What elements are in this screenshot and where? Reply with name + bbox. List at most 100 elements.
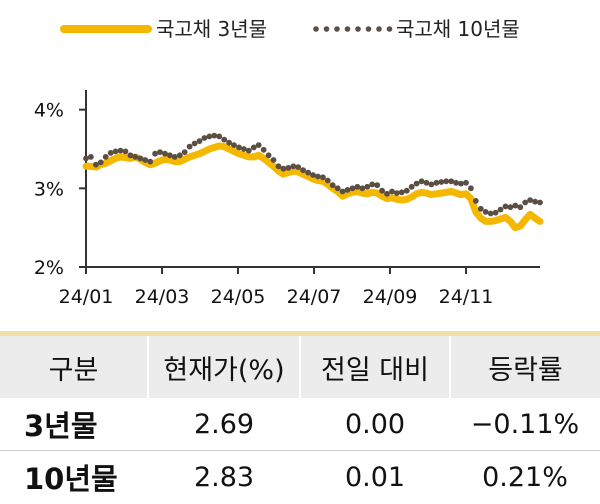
series-10y-point [241,146,247,152]
series-10y-point [507,204,514,211]
series-10y-point [300,167,306,174]
series-10y-point [349,185,356,192]
series-10y-point [226,139,233,146]
series-10y-point [359,185,366,192]
series-10y-point [443,178,450,185]
series-10y-point [379,187,385,194]
series-10y-point [137,155,144,162]
series-10y-point [527,197,533,204]
header-category: 구분 [0,336,148,398]
series-10y-point [315,173,321,180]
series-10y-point [280,165,287,172]
header-current-price: 현재가(%) [147,336,300,398]
series-10y-point [463,179,469,186]
series-10y-point [162,150,168,157]
series-10y-point [329,182,336,189]
cell-change-10y: 0.01 [344,461,406,493]
series-10y-point [468,185,474,192]
legend-dot [386,26,393,32]
series-3y-line [82,142,544,232]
series-10y-point [142,157,149,163]
series-10y-point [196,138,203,145]
series-10y-point [270,157,277,163]
series-10y-point [117,147,124,154]
series-10y-point [334,185,341,192]
series-10y-point [310,172,316,178]
table-row: 3년물 2.69 0.00 −0.11% [0,398,600,451]
series-10y-point [374,182,381,189]
series-10y-point [97,159,104,166]
series-10y-point [216,133,223,140]
series-10y-point [152,150,159,157]
legend-dot [344,26,351,32]
series-10y-point [418,178,425,185]
series-10y-point [211,132,218,139]
series-10y-point [147,158,154,165]
series-10y-point [201,135,208,141]
series-10y-point [492,209,499,216]
series-10y-point [433,179,440,186]
series-10y-point [517,204,524,211]
series-10y-point [344,187,351,193]
series-10y-point [453,179,459,186]
series-10y-point [181,149,188,156]
table-row: 10년물 2.83 0.01 0.21% [0,451,600,504]
series-10y-point [107,150,114,156]
series-10y-point [369,181,376,188]
y-tick-label: 2% [34,257,64,279]
cell-rate-3y: −0.11% [450,398,600,451]
series-10y-point [236,144,242,151]
series-10y-point [186,143,193,150]
legend-swatch-10y [313,26,393,32]
series-10y-point [394,190,400,197]
series-10y-point [482,209,489,215]
series-10y-point [88,154,94,160]
series-10y-point [413,180,420,187]
legend-dot [323,26,330,32]
rate-table: 구분 현재가(%) 전일 대비 등락률 3년물 2.69 0.00 −0.11%… [0,331,600,503]
y-tick-label: 4% [34,100,64,122]
series-10y-point [502,203,509,210]
x-tick-label: 24/09 [363,286,418,308]
series-10y-point [221,136,228,143]
series-10y-point [438,179,445,185]
series-10y-point [408,183,415,190]
series-10y-point [339,188,346,195]
y-tick-label: 3% [34,178,64,200]
series-10y-point [384,190,390,197]
series-10y-point [512,202,519,209]
series-3y [82,142,544,232]
x-tick-label: 24/11 [439,286,494,308]
series-10y-point [389,188,395,195]
x-tick-label: 24/07 [287,286,342,308]
series-10y-point [324,177,331,184]
series-10y-point [93,161,99,168]
series-10y-point [497,206,504,213]
x-ticks: 24/01 24/03 24/05 24/07 24/09 24/11 [59,267,494,308]
series-10y-point [398,189,405,196]
series-10y-point [448,178,455,185]
x-tick-label: 24/03 [135,286,190,308]
series-10y-point [423,179,430,186]
x-tick-label: 24/01 [59,286,114,308]
series-10y-point [532,198,538,205]
series-10y-point [265,152,272,159]
series-10y-point [472,198,479,204]
legend-dot [313,26,319,32]
series-10y-point [522,199,529,206]
legend-dot [334,26,340,32]
series-10y-point [320,174,326,181]
legend-dot [365,26,372,32]
row-label-3y: 3년물 [0,398,148,451]
y-ticks: 2% 3% 4% [34,100,86,279]
legend-dot [355,26,361,32]
series-10y-point [191,140,198,147]
series-10y-point [206,133,213,140]
legend-label-10y: 국고채 10년물 [396,17,520,41]
row-label-10y: 10년물 [24,462,118,496]
series-10y-point [122,148,129,155]
cell-current-3y: 2.69 [148,398,300,451]
series-10y-point [458,180,464,187]
cell-rate-10y: 0.21% [482,461,568,493]
rate-chart: 국고채 3년물 국고채 10년물 2%3%4% 24/01 24/03 24/05 2… [34,17,544,308]
